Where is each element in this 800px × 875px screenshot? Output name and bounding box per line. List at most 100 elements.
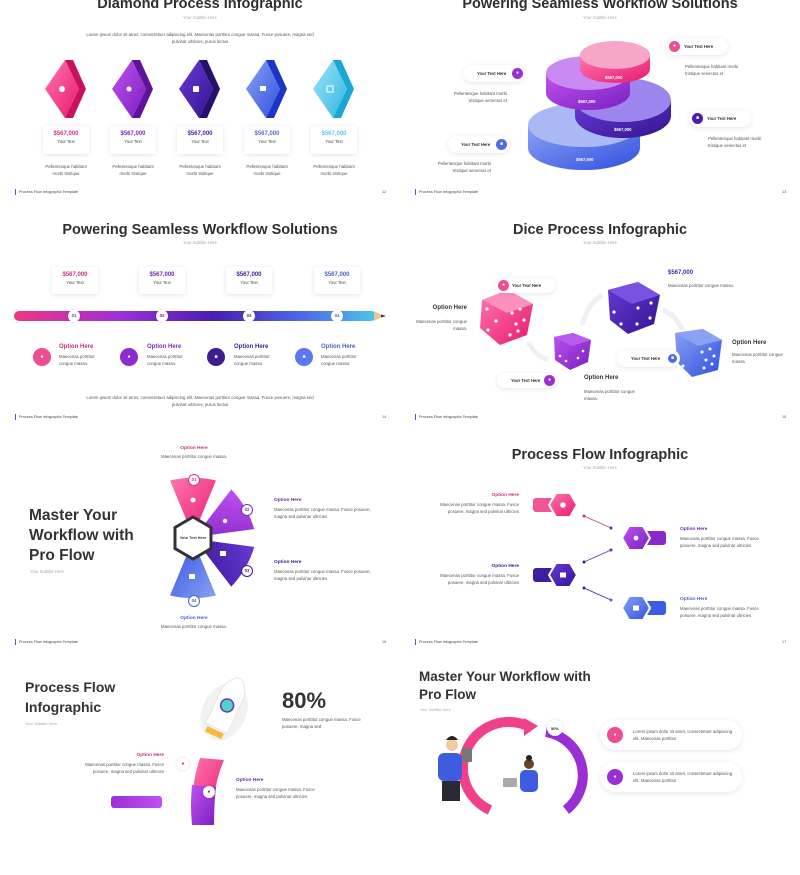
desc-line: morbi tristique (119, 171, 147, 177)
cycle-illustration (438, 716, 588, 815)
slide-footer: Process Flow Infographic Template (15, 414, 78, 420)
slide-footer: Process Flow Infographic Template (415, 639, 478, 645)
option-desc: Maecenas porttitor congue massa. (234, 353, 270, 368)
hexagon-2 (620, 525, 666, 551)
desc-line: Maecenas porttitor congue massa. Fusce p… (274, 507, 371, 512)
value-desc: Maecenas porttitor congue massa. (668, 283, 734, 288)
value-label: Your Text (240, 280, 258, 285)
desc-line: Maecenas porttitor congue massa. Fusce (680, 606, 759, 611)
slide-title: Master Your Workflow with Pro Flow (29, 506, 134, 566)
title-line: Master Your (29, 507, 118, 524)
slide-petal-workflow[interactable]: Master Your Workflow with Pro Flow Your … (0, 425, 400, 650)
percent-value: 80% (282, 688, 327, 713)
desc-line: massa. (453, 326, 467, 332)
slide-stacked-discs[interactable]: Powering Seamless Workflow Solutions You… (400, 0, 800, 200)
intro-text: Lorem ipsum dolor sit amet, consectetuer… (0, 31, 400, 46)
checklist-icon (326, 85, 334, 93)
slide-workflow-cycle[interactable]: Master Your Workflow with Pro Flow Your … (400, 650, 800, 875)
slide-footer: Process Flow Infographic Template (415, 414, 478, 420)
callout-label: Your Text Here (477, 71, 507, 76)
value-card: $567,000 Your Text (311, 126, 357, 154)
value-title: $567,000 (668, 270, 694, 276)
desc-line: Maecenas porttitor (59, 354, 95, 359)
title-line: Pro Flow (419, 687, 476, 702)
person-man-icon (438, 736, 472, 801)
desc-line: posuere, magna sed (282, 724, 322, 730)
slide-subtitle: Your Subtitle Here (183, 240, 217, 245)
intro-line: pulvinar ultricies, purus lectus (171, 39, 229, 45)
value-card: $567,000 Your Text (244, 126, 290, 154)
hexagon-1 (533, 492, 579, 518)
option-title: Option Here (274, 498, 302, 503)
callout-desc: Pellentesque habitant morbi tristique sen… (424, 160, 491, 175)
slide-title: Process Flow Infographic (511, 447, 689, 463)
option-desc: Maecenas porttitor congue massa. Fusce p… (274, 568, 371, 583)
desc-line: magna sed pulvinar ultricies (274, 514, 328, 520)
slide-title: Powering Seamless Workflow Solutions (62, 222, 338, 238)
value: $567,000 (254, 131, 280, 137)
callout-desc: Pellentesque habitant morbi tristique sen… (440, 90, 507, 105)
option-desc: Maecenas porttitor congue massa. Fusce po… (680, 605, 759, 620)
desc-line: Maecenas porttitor congue massa. Fusce (440, 573, 519, 578)
page-number: 13 (782, 190, 787, 194)
option-desc: Maecenas porttitor congue massa. (59, 353, 95, 368)
option-desc: Maecenas porttitor congue massa. Fusce po… (680, 535, 759, 550)
page-number: 14 (382, 415, 387, 419)
desc-line: posuere, magna sed pulvinar ultricies (92, 769, 164, 775)
disc-value: $567,000 (614, 127, 632, 132)
desc-line: Lorem ipsum dolor sit amet, consectetuer… (633, 771, 733, 776)
value: $567,000 (321, 131, 347, 137)
folders-icon (633, 605, 639, 611)
tree-icon (560, 502, 566, 508)
value: $567,000 (62, 272, 88, 278)
item-desc: Pellentesque habitant morbi tristique (103, 163, 163, 178)
value: $567,000 (149, 272, 175, 278)
item-desc: Pellentesque habitant morbi tristique (237, 163, 297, 178)
option-desc: Maecenas porttitor congue massa. (732, 351, 783, 366)
title-line: Process Flow (25, 679, 116, 695)
slide-footer: Process Flow Infographic Template (15, 189, 78, 195)
option-desc: Maecenas porttitor congue massa. Fusce po… (419, 501, 519, 516)
slide-title: Dice Process Infographic (512, 222, 688, 238)
option-title: Option Here (274, 560, 302, 565)
lightbulb-icon: ● (607, 769, 623, 785)
value-label: Your Text (124, 139, 142, 144)
diamond-5 (313, 60, 354, 118)
step-number: 02 (156, 310, 168, 322)
calendar-icon: ■ (207, 348, 225, 366)
desc-line: posuere, magna sed pulvinar ultricies (680, 543, 752, 549)
slide-rocket-flow[interactable]: Process Flow Infographic Your Subtitle H… (0, 650, 400, 875)
info-desc: Lorem ipsum dolor sit amet, consectetuer… (633, 770, 732, 785)
desc-line: massa. (732, 359, 746, 365)
dice-purple (554, 333, 591, 370)
slide-footer: Process Flow Infographic Template (415, 189, 478, 195)
folders-icon: ■ (496, 139, 507, 150)
tree-icon: ● (33, 348, 51, 366)
lightbulb-icon: ● (203, 786, 215, 798)
slide-timeline[interactable]: Powering Seamless Workflow Solutions You… (0, 200, 400, 425)
desc-line: morbi tristique (52, 171, 80, 177)
item-desc: Pellentesque habitant morbi tristique (36, 163, 96, 178)
outro-text: Lorem ipsum dolor sit amet, consectetuer… (0, 394, 400, 409)
calendar-icon (560, 572, 566, 578)
slide-dice-process[interactable]: Dice Process Infographic Your Subtitle H… (400, 200, 800, 425)
callout-pill: ● Your Text Here (666, 38, 728, 55)
slide-process-flow[interactable]: Process Flow Infographic Your Subtitle H… (400, 425, 800, 650)
slide-footer: Process Flow Infographic Template (15, 639, 78, 645)
step-number: 04 (331, 310, 343, 322)
page-number: 15 (782, 415, 787, 419)
rocket-illustration (191, 677, 248, 825)
option-desc: Maecenas porttitor congue massa. (321, 353, 357, 368)
slide-diamond-process[interactable]: Diamond Process Infographic Your Subtitl… (0, 0, 400, 200)
value-label: Your Text (328, 280, 346, 285)
calendar-icon: ■ (667, 353, 678, 364)
slide-subtitle: Your Subtitle Here (583, 15, 617, 20)
callout-label: Your Text Here (461, 142, 491, 147)
percent-badge: 50% (547, 720, 563, 736)
desc-line: massa. (584, 396, 598, 402)
slide-subtitle: Your Subtitle Here (25, 721, 58, 726)
step-number: 01 (188, 474, 200, 486)
callout-label: Your Text Here (684, 44, 714, 49)
value: $567,000 (120, 131, 146, 137)
option-title: Option Here (732, 340, 767, 346)
